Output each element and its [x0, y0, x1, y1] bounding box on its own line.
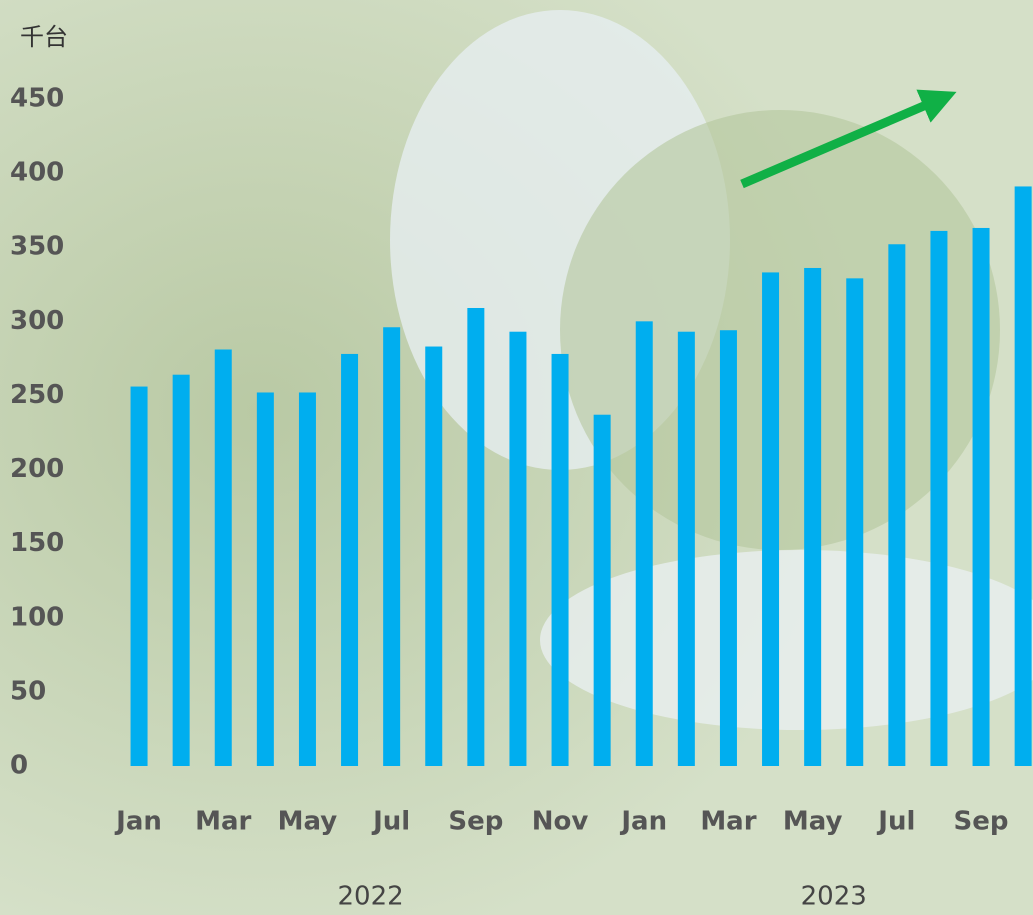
y-tick-label: 250 — [10, 380, 64, 410]
x-tick-label: Sep — [448, 807, 503, 837]
bar — [509, 331, 527, 766]
bar — [214, 349, 232, 766]
y-unit: 千台 — [20, 23, 68, 51]
x-tick-label: Sep — [954, 807, 1009, 837]
y-tick-label: 350 — [10, 232, 64, 262]
trend-arrow — [740, 89, 957, 189]
background-sky — [540, 550, 1033, 730]
x-tick-label: Mar — [195, 807, 251, 837]
bar — [130, 386, 148, 766]
y-tick-label: 450 — [10, 84, 64, 114]
bar — [298, 392, 316, 766]
x-tick-label: Nov — [532, 807, 589, 837]
y-tick-label: 200 — [10, 454, 64, 484]
bar — [1014, 186, 1032, 766]
y-tick-label: 300 — [10, 306, 64, 336]
bar — [804, 267, 822, 766]
bar — [719, 330, 737, 766]
x-tick-label: Jan — [619, 807, 667, 837]
bar — [551, 353, 569, 766]
bar — [425, 346, 443, 766]
x-tick-label: May — [278, 807, 338, 837]
bar — [172, 374, 190, 766]
group-label: 2023 — [801, 882, 867, 912]
bar — [677, 331, 695, 766]
bar — [762, 272, 780, 766]
x-tick-label: Jan — [114, 807, 162, 837]
bar — [930, 230, 948, 766]
group-label: 2022 — [338, 882, 404, 912]
x-tick-label: Mar — [700, 807, 756, 837]
x-tick-label: Jul — [876, 807, 915, 837]
bar — [383, 327, 401, 766]
y-tick-label: 150 — [10, 528, 64, 558]
bar — [467, 307, 485, 766]
x-tick-label: May — [783, 807, 843, 837]
bar — [846, 278, 864, 766]
bar — [593, 414, 611, 766]
x-tick-label: Jul — [371, 807, 410, 837]
y-tick-label: 100 — [10, 602, 64, 632]
bar — [888, 244, 906, 766]
bar — [635, 321, 653, 766]
bar — [972, 227, 990, 766]
y-tick-label: 0 — [10, 751, 28, 781]
bar — [256, 392, 274, 766]
y-tick-label: 50 — [10, 676, 46, 706]
y-tick-label: 400 — [10, 158, 64, 188]
bar — [341, 353, 359, 766]
